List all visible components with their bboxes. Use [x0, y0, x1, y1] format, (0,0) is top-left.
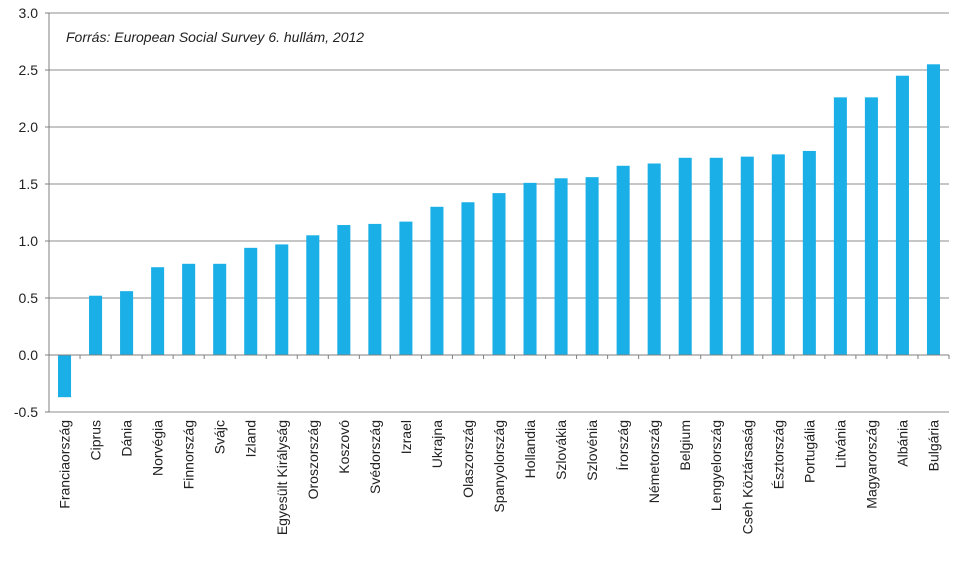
bar — [58, 355, 72, 398]
y-tick-label: -0.5 — [14, 404, 38, 420]
x-tick-label: Norvégia — [150, 420, 166, 476]
x-tick-label: Hollandia — [522, 420, 538, 479]
source-annotation: Forrás: European Social Survey 6. hullám… — [66, 29, 364, 45]
bar — [430, 206, 444, 355]
y-tick-label: 3.0 — [19, 5, 39, 21]
x-tick-label: Oroszország — [305, 420, 321, 499]
x-tick-label: Németország — [646, 420, 662, 503]
x-tick-label: Svédország — [367, 420, 383, 494]
x-tick-label: Írország — [615, 420, 631, 471]
bar — [368, 223, 382, 355]
bar — [771, 154, 785, 355]
bar — [275, 244, 289, 355]
x-tick-label: Olaszország — [460, 420, 476, 498]
x-tick-label: Finnország — [181, 420, 197, 489]
bar — [616, 165, 630, 355]
x-tick-label: Lengyelország — [708, 420, 724, 511]
x-tick-label: Franciaország — [57, 420, 73, 509]
x-tick-label: Izrael — [398, 420, 414, 454]
bar — [461, 202, 475, 355]
bar — [709, 157, 723, 355]
x-tick-label: Portugália — [801, 420, 817, 483]
bar — [89, 295, 103, 355]
bar — [120, 291, 134, 355]
x-tick-labels: Franciaország Ciprus Dánia Norvégia Finnorsz… — [57, 420, 942, 535]
x-tick-label: Litvánia — [832, 420, 848, 468]
x-tick-label: Albánia — [894, 420, 910, 467]
x-tick-label: Egyesült Királyság — [274, 420, 290, 535]
bar — [926, 64, 940, 356]
bar — [864, 97, 878, 356]
bar — [740, 156, 754, 355]
x-tick-label: Észtország — [770, 420, 786, 489]
y-tick-label: 2.0 — [19, 119, 39, 135]
bar — [585, 177, 599, 355]
x-tick-label: Ukrajna — [429, 420, 445, 468]
bar — [306, 235, 320, 355]
bar — [337, 225, 351, 355]
bar — [492, 193, 506, 355]
y-tick-labels: -0.5 0.0 0.5 1.0 1.5 2.0 2.5 3.0 — [14, 5, 38, 420]
x-tick-label: Koszovó — [336, 420, 352, 474]
bar — [523, 182, 537, 355]
bar — [833, 97, 847, 356]
bar — [182, 263, 196, 355]
y-tick-label: 0.5 — [19, 290, 39, 306]
y-tick-label: 1.0 — [19, 233, 39, 249]
x-tick-label: Dánia — [119, 420, 135, 457]
bar — [802, 150, 816, 355]
y-tick-label: 1.5 — [19, 176, 39, 192]
x-tick-label: Szlovákia — [553, 420, 569, 480]
bar — [554, 178, 568, 355]
x-tick-label: Spanyolország — [491, 420, 507, 513]
x-tick-label: Svájc — [212, 420, 228, 454]
bar — [244, 247, 258, 355]
x-tick-label: Szlovénia — [584, 420, 600, 481]
bar — [895, 75, 909, 355]
bar — [678, 157, 692, 355]
bar — [213, 263, 227, 355]
x-tick-label: Izland — [243, 420, 259, 457]
x-tick-label: Belgium — [677, 420, 693, 471]
y-tick-label: 0.0 — [19, 347, 39, 363]
bar — [151, 267, 165, 355]
bar — [647, 163, 661, 355]
bar — [399, 221, 413, 355]
x-tick-label: Magyarország — [863, 420, 879, 509]
x-tick-label: Ciprus — [88, 420, 104, 460]
x-tick-label: Cseh Köztársaság — [739, 420, 755, 534]
y-tick-label: 2.5 — [19, 62, 39, 78]
x-tick-label: Bulgária — [925, 420, 941, 472]
bars — [58, 64, 940, 398]
axes — [45, 12, 950, 413]
